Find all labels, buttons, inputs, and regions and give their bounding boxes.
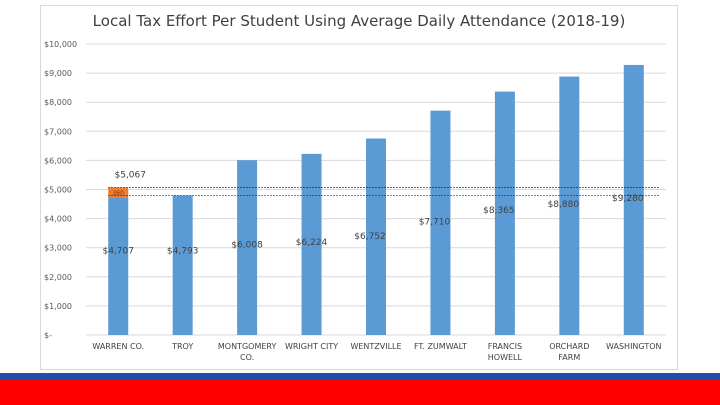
x-category-label: ORCHARD	[549, 342, 589, 351]
x-category-label: HOWELL	[488, 353, 523, 362]
y-tick-label: $7,000	[44, 127, 72, 136]
y-tick-label: $8,000	[44, 98, 72, 107]
bar-value-label: $6,008	[231, 241, 263, 251]
chart-title: Local Tax Effort Per Student Using Avera…	[92, 12, 626, 30]
bar	[237, 160, 258, 335]
y-tick-label: $6,000	[44, 156, 72, 165]
bar-value-label: $8,880	[548, 200, 580, 210]
y-tick-label: $2,000	[44, 273, 72, 282]
y-tick-label: $10,000	[44, 40, 77, 49]
bar	[172, 195, 193, 335]
x-category-label: WARREN CO.	[92, 342, 144, 351]
x-category-label: TROY	[171, 342, 193, 351]
y-tick-label: $1,000	[44, 302, 72, 311]
bar	[301, 153, 322, 335]
x-category-label: WENTZVILLE	[350, 342, 401, 351]
bar-value-label: $6,752	[354, 232, 386, 242]
bar-extra-label: 360	[112, 190, 124, 197]
x-category-label: WASHINGTON	[606, 342, 661, 351]
bar-value-label: $6,224	[296, 238, 328, 248]
footer-stripe-red	[0, 379, 720, 405]
x-category-label: WRIGHT CITY	[285, 342, 338, 351]
bar	[623, 64, 644, 336]
x-category-label: FARM	[558, 353, 580, 362]
bar-value-label: $4,707	[102, 247, 134, 257]
bar	[559, 76, 580, 335]
bar	[494, 91, 515, 336]
bar-total-label: $5,067	[114, 171, 146, 181]
bar-value-label: $7,710	[419, 217, 451, 227]
y-tick-label: $5,000	[44, 186, 72, 195]
bar	[430, 110, 451, 335]
footer-stripe-blue	[0, 373, 720, 379]
x-category-label: FRANCIS	[488, 342, 522, 351]
bar-value-label: $8,365	[483, 206, 515, 216]
x-category-label: MONTGOMERY	[218, 342, 277, 351]
y-tick-label: $4,000	[44, 215, 72, 224]
bar-value-label: $9,280	[612, 194, 644, 204]
bar-value-label: $4,793	[167, 247, 199, 257]
y-tick-label: $-	[44, 331, 52, 340]
bar-extra-segment	[108, 187, 129, 199]
bar	[366, 138, 386, 335]
y-tick-label: $3,000	[44, 244, 72, 253]
x-category-label: FT. ZUMWALT	[414, 342, 467, 351]
x-category-label: CO.	[240, 353, 254, 362]
bar	[108, 198, 129, 335]
y-tick-label: $9,000	[44, 69, 72, 78]
